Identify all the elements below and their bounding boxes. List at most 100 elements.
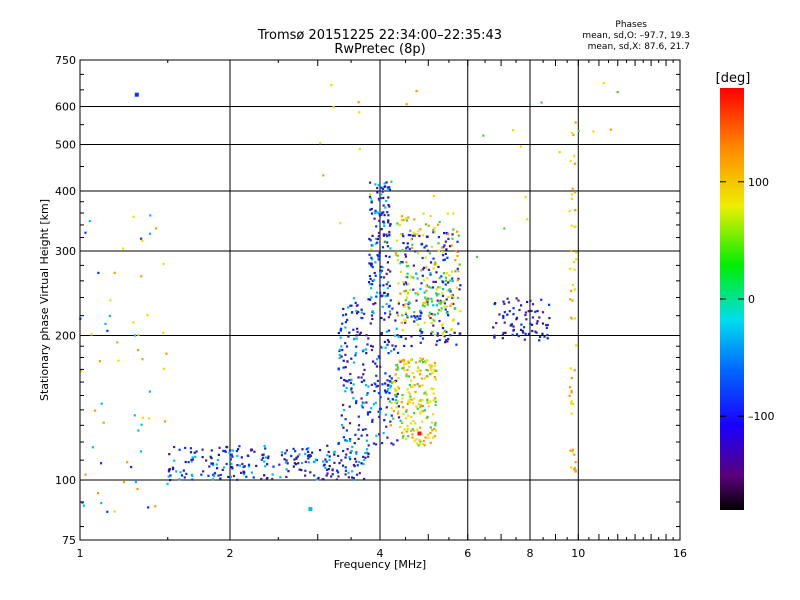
data-point — [574, 469, 577, 472]
data-point — [371, 360, 375, 363]
data-point — [253, 450, 256, 453]
data-point — [376, 191, 379, 194]
data-point — [541, 311, 545, 314]
data-point — [376, 379, 379, 383]
data-point — [419, 314, 422, 317]
data-point — [475, 255, 479, 259]
data-point — [451, 277, 454, 280]
data-point — [456, 296, 460, 299]
data-point — [370, 258, 374, 261]
data-point — [375, 225, 378, 228]
data-point — [569, 267, 572, 270]
data-point — [419, 406, 422, 409]
data-point — [356, 330, 359, 334]
data-point — [410, 315, 413, 318]
data-point — [414, 233, 417, 236]
data-point — [569, 298, 572, 301]
data-point — [429, 367, 432, 370]
data-point — [512, 307, 515, 310]
data-point — [457, 277, 460, 280]
data-point — [415, 90, 418, 93]
data-point — [410, 344, 413, 348]
data-point — [432, 231, 435, 234]
colorbar-tick-label: 100 — [748, 176, 769, 189]
data-point — [375, 385, 378, 388]
data-point — [405, 430, 408, 433]
data-point — [570, 391, 573, 394]
data-point — [433, 319, 436, 322]
data-point — [344, 313, 348, 316]
data-point — [344, 439, 347, 442]
data-point — [250, 471, 253, 474]
data-point — [405, 374, 408, 378]
colorbar-tick-label: –100 — [748, 410, 775, 423]
data-point — [424, 361, 427, 364]
data-point — [390, 377, 393, 380]
data-point — [308, 454, 312, 457]
data-point — [436, 340, 439, 343]
data-point — [332, 106, 335, 109]
data-point — [417, 431, 422, 436]
data-point — [385, 283, 388, 286]
data-point — [417, 293, 420, 296]
data-point — [571, 187, 574, 190]
y-tick-label: 75 — [62, 534, 76, 547]
data-point — [403, 290, 406, 293]
data-point — [421, 420, 424, 423]
data-point — [431, 330, 434, 333]
data-point — [374, 383, 377, 386]
data-point — [361, 406, 364, 409]
data-point — [423, 444, 426, 447]
data-point — [346, 380, 349, 383]
data-point — [413, 439, 416, 443]
data-point — [393, 393, 397, 397]
data-point — [287, 470, 290, 473]
data-point — [421, 404, 424, 408]
data-point — [426, 359, 429, 362]
data-point — [360, 311, 363, 314]
data-point — [434, 280, 437, 284]
data-point — [568, 386, 572, 389]
data-point — [414, 422, 417, 425]
data-point — [459, 332, 462, 335]
data-point — [405, 265, 409, 268]
data-point — [267, 457, 270, 460]
data-point — [339, 336, 342, 339]
data-point — [444, 308, 447, 311]
data-point — [450, 294, 453, 297]
data-point — [547, 303, 551, 306]
data-point — [444, 240, 447, 243]
data-point — [572, 402, 575, 406]
data-point — [410, 415, 413, 419]
data-point — [355, 309, 358, 313]
data-point — [429, 273, 432, 276]
data-point — [384, 185, 387, 188]
data-point — [373, 389, 376, 393]
data-point — [378, 251, 381, 255]
data-point — [242, 473, 246, 476]
data-point — [437, 249, 440, 252]
data-point — [569, 159, 572, 163]
y-tick-label: 750 — [55, 54, 76, 67]
data-point — [343, 408, 346, 412]
data-point — [397, 416, 401, 419]
data-point — [384, 346, 387, 349]
data-point — [246, 454, 249, 457]
data-point — [371, 265, 374, 269]
data-point — [523, 326, 526, 329]
data-point — [427, 314, 431, 317]
data-point — [397, 405, 400, 408]
data-point — [424, 390, 427, 393]
data-point — [440, 307, 443, 310]
data-point — [388, 391, 391, 395]
data-point — [380, 269, 383, 272]
data-point — [437, 235, 441, 239]
data-point — [456, 254, 459, 258]
data-point — [423, 279, 426, 282]
data-point — [406, 291, 409, 294]
data-point — [362, 373, 365, 376]
data-point — [194, 455, 197, 458]
data-point — [509, 324, 512, 327]
data-point — [439, 286, 442, 289]
data-point — [348, 439, 352, 442]
